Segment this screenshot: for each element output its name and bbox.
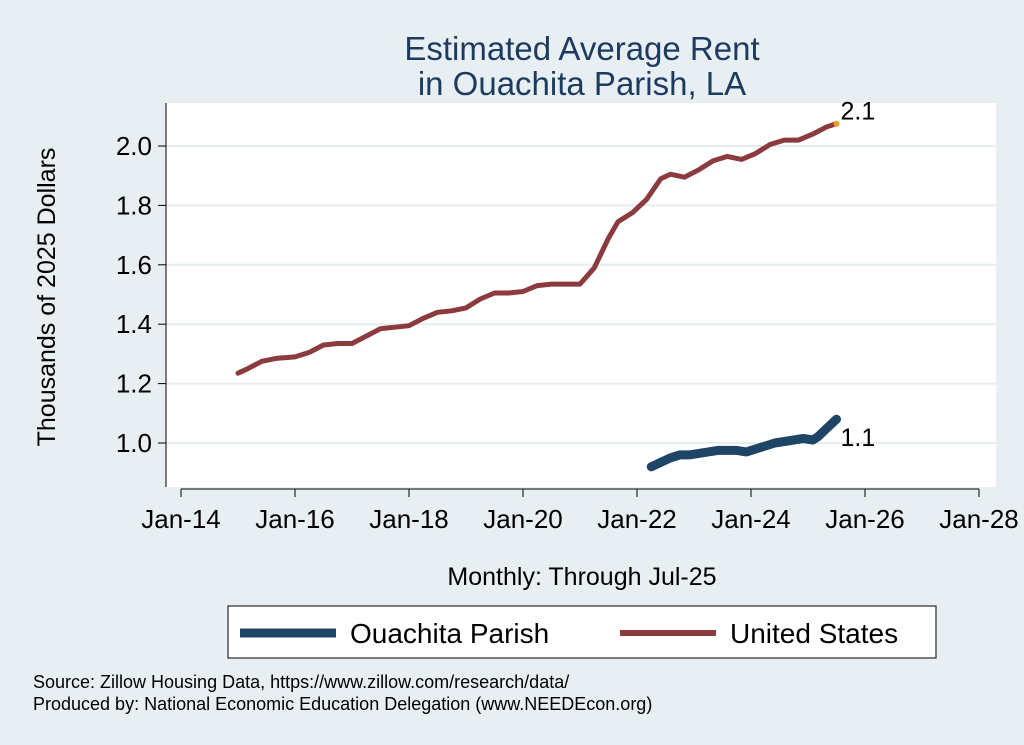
plot-area — [166, 103, 996, 487]
chart-title-line-2: in Ouachita Parish, LA — [418, 65, 746, 102]
legend: Ouachita Parish United States — [227, 605, 937, 659]
y-axis-title: Thousands of 2025 Dollars — [33, 148, 61, 447]
y-tick-label: 1.4 — [116, 309, 152, 339]
series-end-marker-us — [833, 120, 840, 127]
x-tick-label: Jan-22 — [597, 504, 677, 534]
x-axis-title: Monthly: Through Jul-25 — [447, 563, 716, 591]
y-tick-label: 1.0 — [116, 428, 152, 458]
series-line-us — [235, 121, 839, 376]
x-tick-label: Jan-14 — [141, 504, 221, 534]
x-tick-label: Jan-24 — [711, 504, 791, 534]
source-note: Source: Zillow Housing Data, https://www… — [33, 672, 569, 692]
x-tick-label: Jan-20 — [483, 504, 563, 534]
y-tick-label: 1.6 — [116, 250, 152, 280]
x-tick-label: Jan-28 — [939, 504, 1019, 534]
chart-title-line-1: Estimated Average Rent — [404, 30, 759, 67]
legend-box — [227, 605, 937, 659]
axis-layer: 1.0 1.2 1.4 1.6 1.8 2.0 Jan-14 Jan-16 Jan-18 Jan-… — [116, 103, 1019, 534]
legend-label-ouachita: Ouachita Parish — [350, 618, 549, 649]
produced-by-note: Produced by: National Economic Education… — [33, 694, 652, 714]
y-tick-label: 1.2 — [116, 369, 152, 399]
x-tick-label: Jan-18 — [369, 504, 449, 534]
series-layer: 1.1 2.1 — [235, 98, 876, 472]
series-end-label-us: 2.1 — [841, 98, 876, 126]
x-tick-label: Jan-26 — [825, 504, 905, 534]
series-line-ouachita — [646, 414, 841, 472]
series-end-label-ouachita: 1.1 — [841, 424, 876, 452]
y-tick-label: 2.0 — [116, 131, 152, 161]
y-tick-label: 1.8 — [116, 190, 152, 220]
legend-label-us: United States — [730, 618, 898, 649]
x-tick-label: Jan-16 — [255, 504, 335, 534]
grid-layer — [166, 145, 996, 444]
